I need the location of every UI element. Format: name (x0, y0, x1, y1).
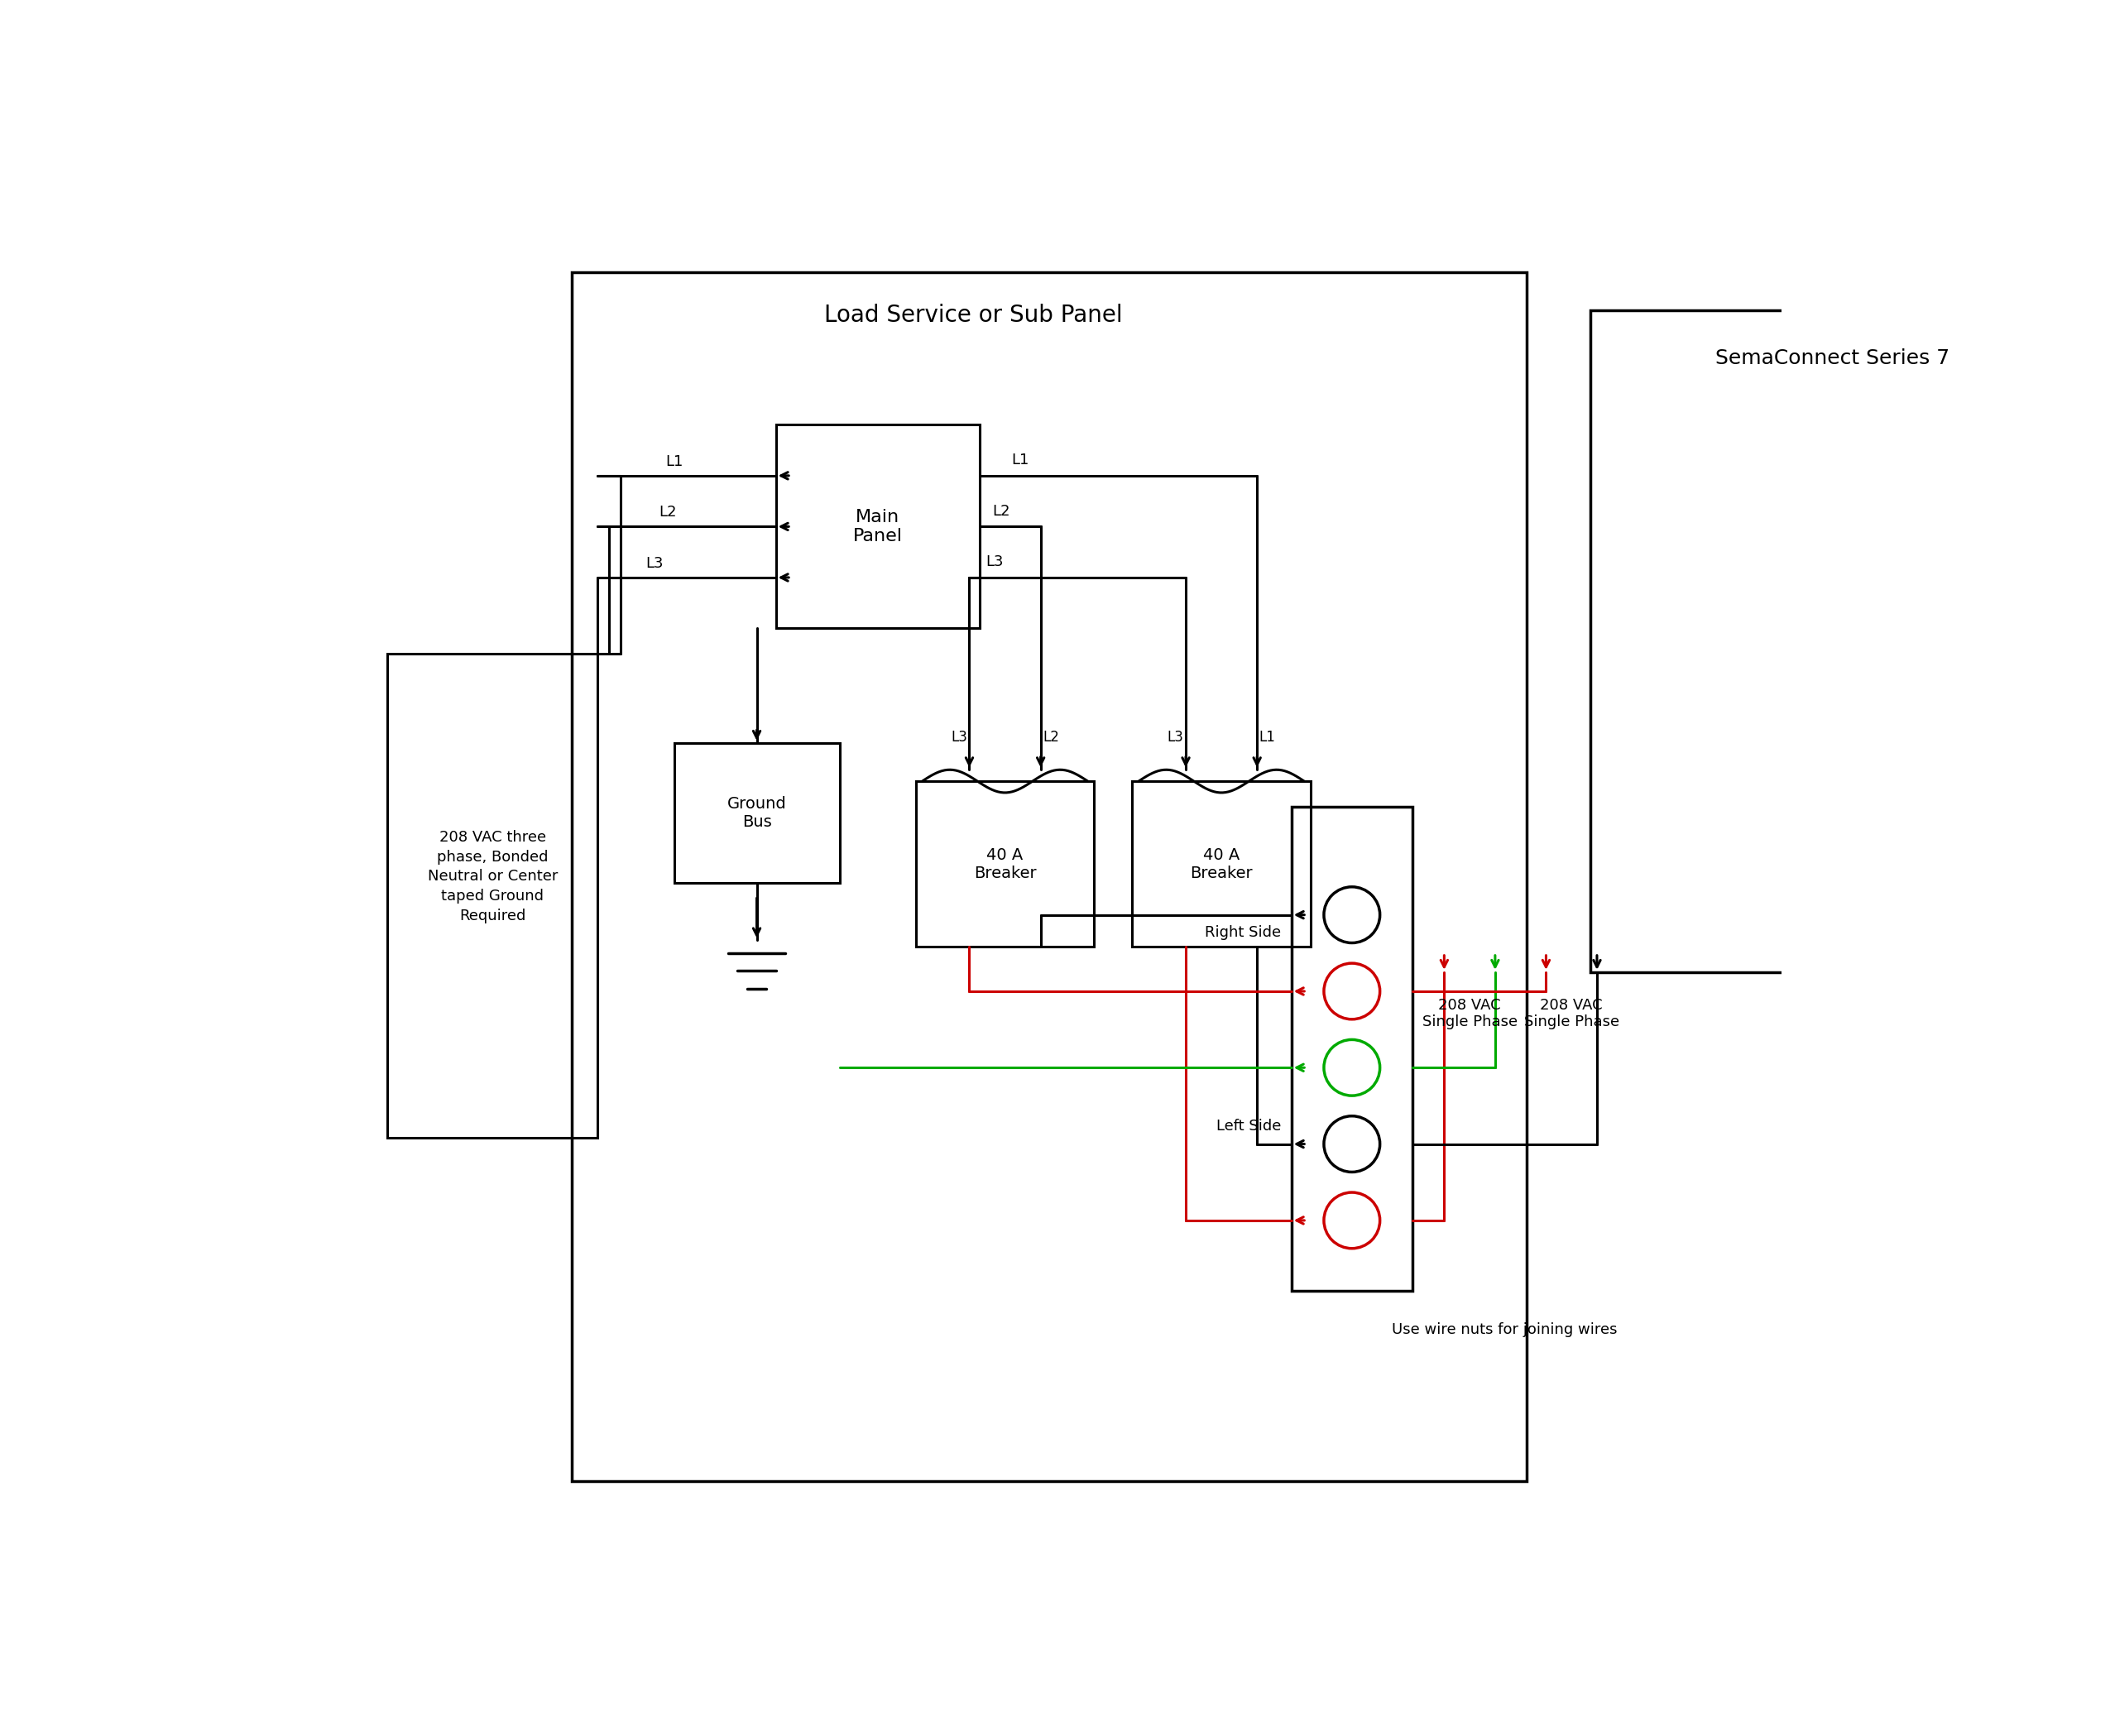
Text: L3: L3 (985, 554, 1004, 569)
Text: 208 VAC
Single Phase: 208 VAC Single Phase (1523, 998, 1618, 1029)
Text: Main
Panel: Main Panel (852, 509, 903, 545)
Text: 40 A
Breaker: 40 A Breaker (1190, 847, 1253, 880)
Bar (916, 781, 1095, 946)
Text: 208 VAC three
phase, Bonded
Neutral or Center
taped Ground
Required: 208 VAC three phase, Bonded Neutral or C… (428, 830, 557, 924)
Text: L3: L3 (646, 556, 665, 571)
Bar (1591, 311, 2074, 972)
Text: L3: L3 (1167, 731, 1184, 745)
Bar (572, 273, 1528, 1481)
Text: Use wire nuts for joining wires: Use wire nuts for joining wires (1393, 1323, 1618, 1337)
Text: 208 VAC
Single Phase: 208 VAC Single Phase (1422, 998, 1517, 1029)
Text: Ground
Bus: Ground Bus (728, 797, 787, 830)
Text: Right Side: Right Side (1205, 925, 1281, 939)
Text: L2: L2 (1042, 731, 1059, 745)
Text: L1: L1 (1260, 731, 1274, 745)
Text: L2: L2 (992, 503, 1011, 519)
Text: 40 A
Breaker: 40 A Breaker (973, 847, 1036, 880)
Bar (673, 743, 840, 884)
Text: Load Service or Sub Panel: Load Service or Sub Panel (825, 304, 1123, 326)
Bar (388, 654, 597, 1137)
Bar (1133, 781, 1310, 946)
Text: Left Side: Left Side (1215, 1120, 1281, 1134)
Text: SemaConnect Series 7: SemaConnect Series 7 (1715, 349, 1950, 368)
Text: L2: L2 (658, 505, 677, 519)
Bar (776, 425, 979, 628)
Text: L3: L3 (952, 731, 966, 745)
Text: L1: L1 (1011, 453, 1030, 467)
Bar (1291, 807, 1412, 1290)
Text: L1: L1 (665, 453, 684, 469)
